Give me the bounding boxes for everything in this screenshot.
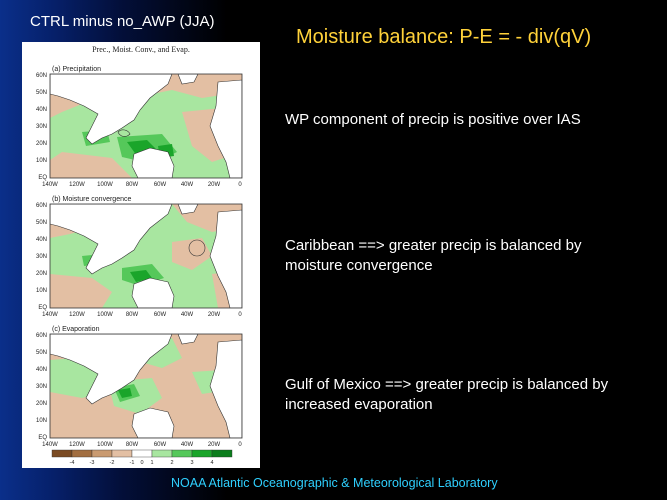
lat-tick: 30N xyxy=(36,124,47,130)
colorbar-tick: 1 xyxy=(150,460,153,466)
precipitation-map: (a) Precipitation 60N xyxy=(36,66,243,188)
lat-tick: 40N xyxy=(36,367,47,373)
lat-tick: 10N xyxy=(36,158,47,164)
lon-tick: 80W xyxy=(126,182,139,188)
lon-tick: 20W xyxy=(208,312,221,318)
bullet-caribbean: Caribbean ==> greater precip is balanced… xyxy=(285,237,582,274)
bullet-gulf: Gulf of Mexico ==> greater precip is bal… xyxy=(285,376,609,413)
lon-tick: 0 xyxy=(238,182,242,188)
lon-tick: 140W xyxy=(42,182,58,188)
colorbar-tick: 2 xyxy=(170,460,173,466)
colorbar-tick: -3 xyxy=(90,460,95,466)
lon-tick: 20W xyxy=(208,442,221,448)
lon-tick: 140W xyxy=(42,442,58,448)
lon-tick: 120W xyxy=(69,182,85,188)
lon-tick: 40W xyxy=(181,312,194,318)
lat-tick: 50N xyxy=(36,220,47,226)
colorbar-tick: 3 xyxy=(190,460,193,466)
map-figure-svg: (a) Precipitation 60N xyxy=(36,66,243,466)
lon-tick: 40W xyxy=(181,442,194,448)
bullet-precip: WP component of precip is positive over … xyxy=(285,111,581,128)
lon-tick: 40W xyxy=(181,182,194,188)
lon-tick: 20W xyxy=(208,182,221,188)
lon-tick: 120W xyxy=(69,312,85,318)
lat-tick: 40N xyxy=(36,237,47,243)
footer-credit: NOAA Atlantic Oceanographic & Meteorolog… xyxy=(171,476,498,490)
colorbar-tick: -1 xyxy=(130,460,135,466)
panel-label-a: (a) Precipitation xyxy=(52,66,101,73)
lat-tick: 40N xyxy=(36,107,47,113)
lon-tick: 80W xyxy=(126,312,139,318)
colorbar-tick: 4 xyxy=(210,460,213,466)
lat-tick: EQ xyxy=(38,175,47,181)
lat-tick: 10N xyxy=(36,288,47,294)
figure-title: CTRL minus no_AWP (JJA) xyxy=(30,13,215,30)
lon-tick: 60W xyxy=(154,182,167,188)
lon-tick: 60W xyxy=(154,312,167,318)
lon-tick: 100W xyxy=(97,312,113,318)
lat-tick: 20N xyxy=(36,141,47,147)
figure-header: Prec., Moist. Conv., and Evap. xyxy=(92,45,190,54)
colorbar-tick: -2 xyxy=(110,460,115,466)
panel-label-c: (c) Evaporation xyxy=(52,326,100,333)
lat-tick: 30N xyxy=(36,254,47,260)
lat-tick: EQ xyxy=(38,435,47,441)
lon-tick: 60W xyxy=(154,442,167,448)
colorbar-tick: 0 xyxy=(140,460,143,466)
lat-tick: 20N xyxy=(36,401,47,407)
panel-label-b: (b) Moisture convergence xyxy=(52,196,131,203)
lon-tick: 80W xyxy=(126,442,139,448)
lon-tick: 100W xyxy=(97,442,113,448)
lat-tick: 60N xyxy=(36,333,47,339)
evaporation-map: (c) Evaporation 60N 50N 40N 30N xyxy=(36,326,243,448)
lon-tick: 120W xyxy=(69,442,85,448)
lon-tick: 0 xyxy=(238,312,242,318)
lon-tick: 100W xyxy=(97,182,113,188)
lat-tick: EQ xyxy=(38,305,47,311)
colorbar-tick: -4 xyxy=(70,460,75,466)
moisture-convergence-map: (b) Moisture convergence 60N xyxy=(36,196,243,318)
lon-tick: 140W xyxy=(42,312,58,318)
lat-tick: 60N xyxy=(36,203,47,209)
lat-tick: 20N xyxy=(36,271,47,277)
lon-tick: 0 xyxy=(238,442,242,448)
lat-tick: 30N xyxy=(36,384,47,390)
lat-tick: 10N xyxy=(36,418,47,424)
slide-title: Moisture balance: P-E = - div(qV) xyxy=(296,26,592,48)
lat-tick: 50N xyxy=(36,350,47,356)
lat-tick: 60N xyxy=(36,73,47,79)
lat-tick: 50N xyxy=(36,90,47,96)
colorbar: -4 -3 -2 -1 0 1 2 3 4 xyxy=(51,449,233,466)
map-figure-panel: Prec., Moist. Conv., and Evap. (a) Preci… xyxy=(22,42,260,468)
